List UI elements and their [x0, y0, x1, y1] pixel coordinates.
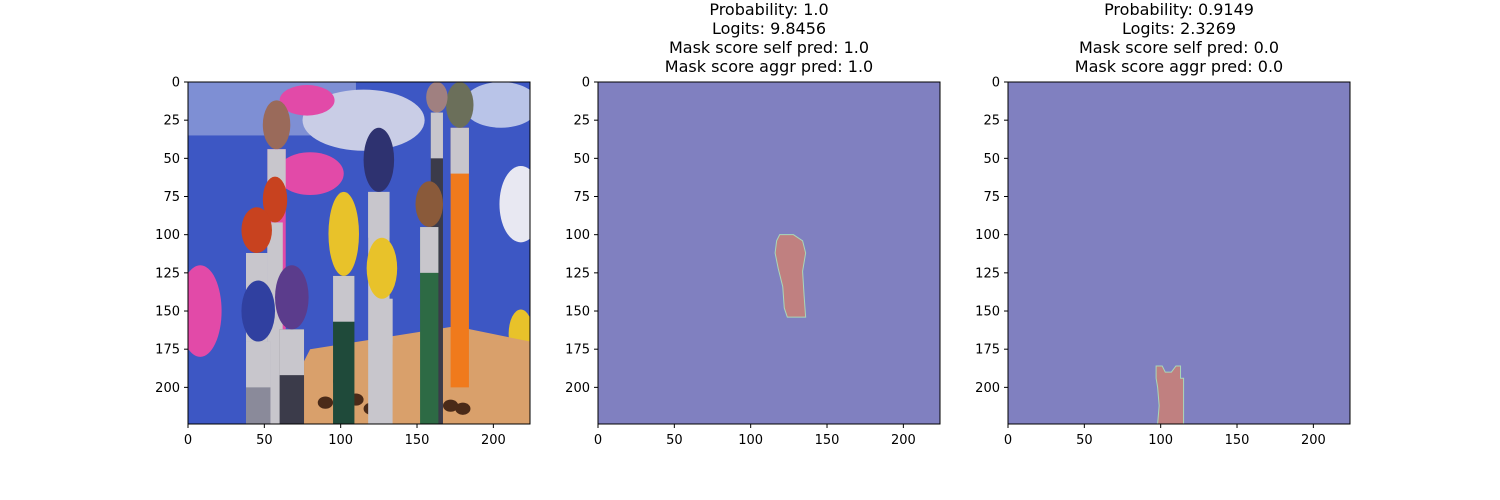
x-tick-label: 50	[1076, 433, 1093, 448]
y-tick-label: 125	[565, 266, 590, 281]
y-tick-label: 125	[155, 266, 180, 281]
y-tick-label: 0	[992, 76, 1000, 91]
y-tick-label: 200	[155, 381, 180, 396]
x-tick-label: 0	[594, 433, 602, 448]
y-tick-label: 175	[155, 343, 180, 358]
panel-title-line: Logits: 2.3269	[1122, 19, 1236, 38]
y-tick-label: 25	[573, 114, 590, 129]
x-tick-label: 50	[256, 433, 273, 448]
y-tick-label: 150	[565, 305, 590, 320]
y-tick-label: 50	[163, 152, 180, 167]
panel-title-line: Mask score aggr pred: 0.0	[1075, 57, 1283, 76]
panel-title-line: Probability: 1.0	[709, 0, 828, 19]
x-tick-label: 200	[481, 433, 506, 448]
y-tick-label: 0	[582, 76, 590, 91]
panel-title-line: Mask score self pred: 1.0	[669, 38, 869, 57]
y-tick-label: 100	[565, 228, 590, 243]
axes-frame	[597, 81, 941, 425]
panel-title-line: Mask score self pred: 0.0	[1079, 38, 1279, 57]
panel-3: 0 50 100 150 200 0 25 50 75 100 125 150 175 200 Probab…	[975, 0, 1351, 448]
axes-frame	[1007, 81, 1351, 425]
y-tick-label: 175	[975, 343, 1000, 358]
photo-image	[188, 82, 530, 424]
x-tick-label: 0	[184, 433, 192, 448]
y-tick-label: 25	[983, 114, 1000, 129]
panel-title-line: Logits: 9.8456	[712, 19, 826, 38]
y-tick-label: 25	[163, 114, 180, 129]
x-tick-label: 50	[666, 433, 683, 448]
x-tick-label: 150	[815, 433, 840, 448]
x-tick-label: 150	[405, 433, 430, 448]
y-tick-label: 200	[975, 381, 1000, 396]
x-tick-label: 100	[1148, 433, 1173, 448]
y-tick-label: 50	[573, 152, 590, 167]
x-tick-label: 0	[1004, 433, 1012, 448]
axes-frame	[187, 81, 531, 425]
y-tick-label: 75	[163, 190, 180, 205]
mask-background	[598, 82, 940, 424]
y-tick-label: 150	[155, 305, 180, 320]
y-tick-label: 175	[565, 343, 590, 358]
panel-title-line: Mask score aggr pred: 1.0	[665, 57, 873, 76]
y-tick-label: 100	[975, 228, 1000, 243]
y-tick-label: 200	[565, 381, 590, 396]
panel-title-line: Probability: 0.9149	[1104, 0, 1254, 19]
panel-2: 0 50 100 150 200 0 25 50 75 100 125 150 175 200 Probab…	[565, 0, 941, 448]
mask-region	[774, 234, 807, 318]
y-tick-label: 0	[172, 76, 180, 91]
x-tick-label: 200	[1301, 433, 1326, 448]
panel-1: 0 50 100 150 200 0 25 50 75 100 125 150 175 200	[155, 76, 531, 448]
y-tick-label: 150	[975, 305, 1000, 320]
y-tick-label: 125	[975, 266, 1000, 281]
y-tick-label: 75	[573, 190, 590, 205]
y-tick-label: 50	[983, 152, 1000, 167]
x-tick-label: 100	[738, 433, 763, 448]
mask-region	[1155, 365, 1185, 425]
y-tick-label: 75	[983, 190, 1000, 205]
x-tick-label: 100	[328, 433, 353, 448]
x-tick-label: 150	[1225, 433, 1250, 448]
y-tick-label: 100	[155, 228, 180, 243]
x-tick-label: 200	[891, 433, 916, 448]
